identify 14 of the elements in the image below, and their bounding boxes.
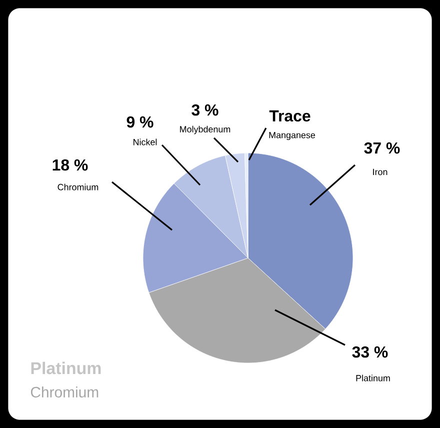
data-label: Trace bbox=[269, 110, 310, 122]
slice-label: Iron bbox=[373, 168, 388, 176]
slice-label: Platinum bbox=[356, 374, 390, 382]
text: Platinum bbox=[31, 362, 101, 374]
data-label: 3 % bbox=[192, 104, 218, 116]
data-label: 37 % bbox=[364, 142, 400, 154]
data-label: 18 % bbox=[52, 159, 88, 171]
data-label: 9 % bbox=[126, 116, 154, 128]
slice-label: Chromium bbox=[58, 184, 98, 190]
slice-label: Manganese bbox=[269, 132, 316, 140]
data-label: 33 % bbox=[352, 346, 388, 358]
slice-label: Nickel bbox=[134, 138, 157, 146]
text: Chromium bbox=[30, 386, 98, 398]
slice-label: Molybdenum bbox=[180, 126, 230, 134]
